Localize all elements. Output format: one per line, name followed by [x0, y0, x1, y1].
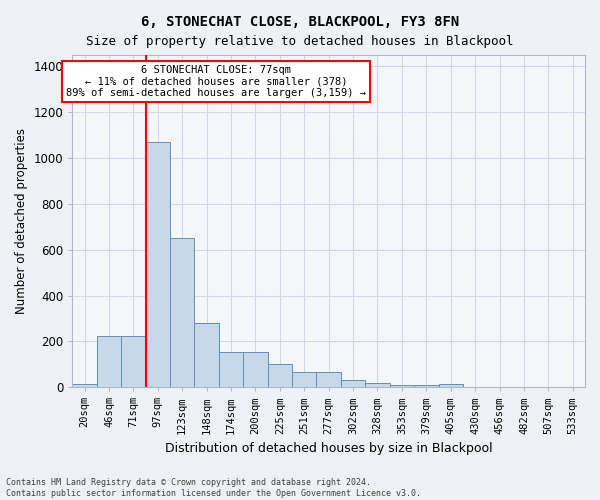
Bar [73, 384, 97, 387]
Bar [170, 238, 194, 387]
Bar [414, 385, 439, 387]
Bar [97, 336, 121, 387]
Bar [121, 336, 146, 387]
Bar [292, 372, 316, 387]
Y-axis label: Number of detached properties: Number of detached properties [15, 128, 28, 314]
Bar [194, 323, 219, 387]
Bar [146, 142, 170, 387]
X-axis label: Distribution of detached houses by size in Blackpool: Distribution of detached houses by size … [165, 442, 493, 455]
Bar [389, 385, 414, 387]
Bar [316, 372, 341, 387]
Text: Size of property relative to detached houses in Blackpool: Size of property relative to detached ho… [86, 35, 514, 48]
Bar [341, 380, 365, 387]
Text: 6 STONECHAT CLOSE: 77sqm
← 11% of detached houses are smaller (378)
89% of semi-: 6 STONECHAT CLOSE: 77sqm ← 11% of detach… [66, 65, 366, 98]
Bar [219, 352, 243, 387]
Bar [243, 352, 268, 387]
Text: 6, STONECHAT CLOSE, BLACKPOOL, FY3 8FN: 6, STONECHAT CLOSE, BLACKPOOL, FY3 8FN [141, 15, 459, 29]
Bar [365, 382, 389, 387]
Text: Contains HM Land Registry data © Crown copyright and database right 2024.
Contai: Contains HM Land Registry data © Crown c… [6, 478, 421, 498]
Bar [439, 384, 463, 387]
Bar [268, 364, 292, 387]
